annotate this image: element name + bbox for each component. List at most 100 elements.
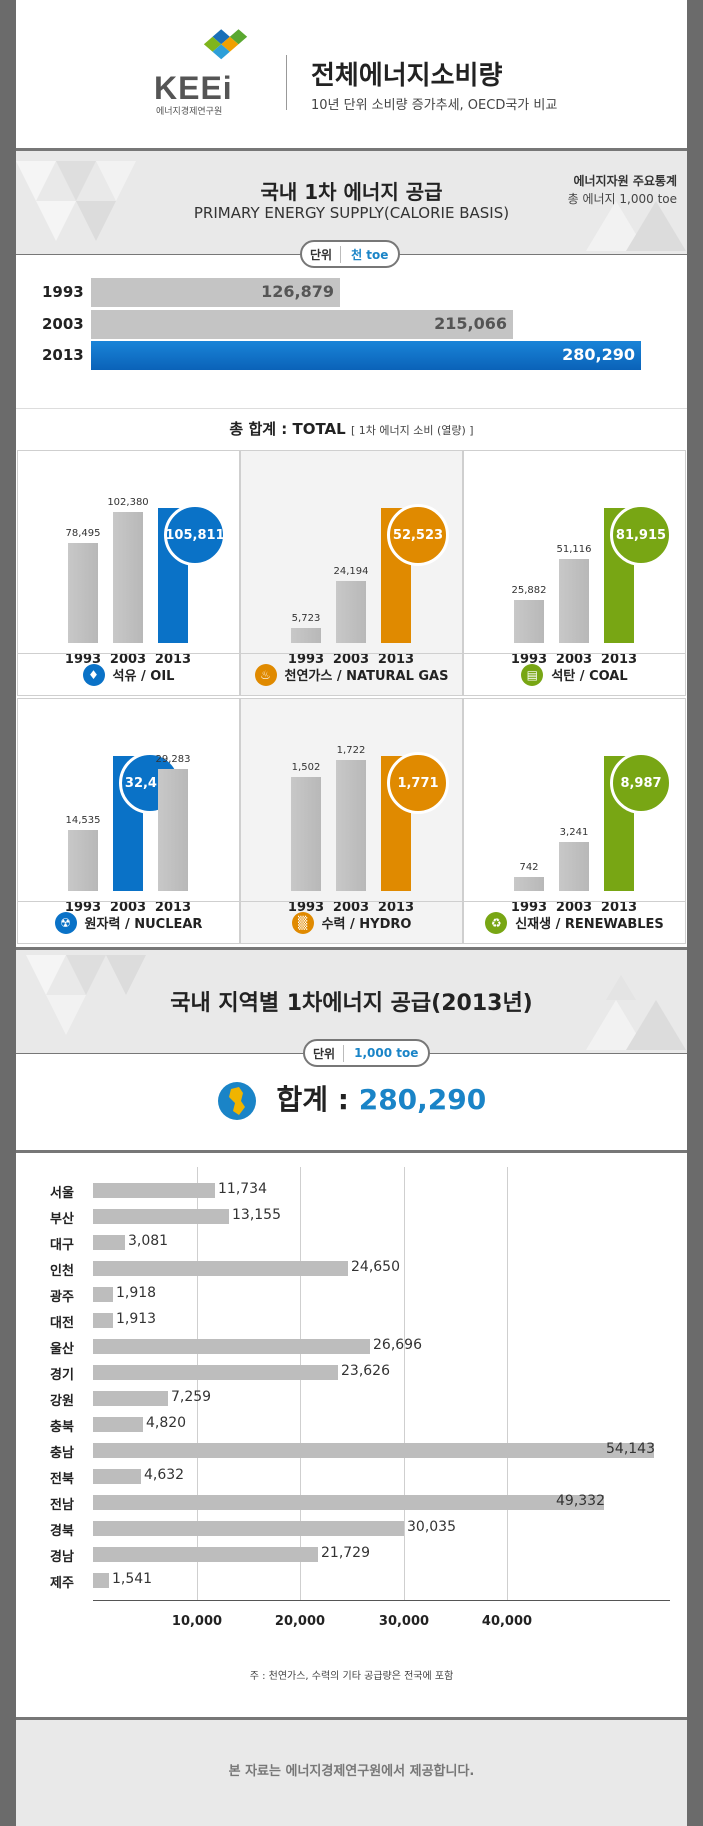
divider — [16, 1150, 687, 1153]
unit-pill: 단위 1,000 toe — [303, 1039, 431, 1067]
total-bar-year: 1993 — [42, 283, 84, 301]
region-label: 강원 — [50, 1394, 74, 1409]
region-label: 광주 — [50, 1290, 74, 1305]
region-label: 전북 — [50, 1472, 74, 1487]
divider — [16, 1717, 687, 1720]
triangle-pattern-icon — [586, 201, 686, 251]
energy-bar-value: 25,882 — [511, 585, 547, 596]
region-label: 부산 — [50, 1212, 74, 1227]
region-label: 인천 — [50, 1264, 74, 1279]
triangle-pattern-icon — [586, 975, 686, 1050]
total-bar-value: 280,290 — [562, 345, 635, 364]
grid-line — [404, 1167, 405, 1600]
energy-panel: 5,723 1993 24,194 2003 52,523 2013 ♨ 천연가스 / NAT… — [240, 450, 463, 696]
energy-bar-year: 1993 — [510, 900, 548, 915]
energy-bubble: 52,523 — [387, 504, 449, 566]
region-bar-value: 24,650 — [351, 1259, 400, 1275]
region-bar-value: 4,820 — [146, 1415, 187, 1431]
keei-logo-icon — [203, 29, 248, 60]
grid-line — [197, 1167, 198, 1600]
energy-bar-value: 29,283 — [155, 754, 191, 765]
region-bar — [93, 1313, 113, 1328]
energy-bar-year: 2003 — [109, 652, 147, 667]
region-bar-value: 3,081 — [128, 1233, 169, 1249]
total-bar-value: 126,879 — [261, 282, 334, 301]
region-label: 충남 — [50, 1446, 74, 1461]
region-bar — [93, 1443, 654, 1458]
region-bar-value: 23,626 — [341, 1363, 390, 1379]
energy-bar-year: 1993 — [287, 900, 325, 915]
region-label: 서울 — [50, 1186, 74, 1201]
total-label-text: 총 합계 : TOTAL — [229, 420, 346, 438]
region-bar-value: 1,541 — [112, 1571, 153, 1587]
energy-panel-label: ♦ 석유 / OIL — [18, 653, 239, 695]
energy-bar — [158, 769, 188, 891]
total-label: 총 합계 : TOTAL [ 1차 에너지 소비 (열량) ] — [16, 418, 687, 439]
logo-text: KEEi — [154, 70, 233, 106]
energy-bar — [559, 842, 589, 891]
recycle-icon: ♻ — [485, 911, 508, 934]
region-label: 경북 — [50, 1524, 74, 1539]
section2-band — [16, 950, 687, 1053]
energy-panel-label: ♻ 신재생 / RENEWABLES — [464, 901, 685, 943]
x-tick-label: 20,000 — [274, 1614, 326, 1629]
energy-panel: 742 1993 3,241 2003 8,987 2013 ♻ 신재생 / RENEWABL… — [463, 698, 686, 944]
chart-note: 주 : 천연가스, 수력의 기타 공급량은 전국에 포함 — [249, 1671, 454, 1682]
divider — [16, 947, 687, 950]
energy-panel-label: ♨ 천연가스 / NATURAL GAS — [241, 653, 462, 695]
section1-band — [16, 151, 687, 254]
divider — [16, 408, 687, 409]
region-label: 대구 — [50, 1238, 74, 1253]
section2-title: 국내 지역별 1차에너지 공급(2013년) — [170, 991, 533, 1016]
region-label: 제주 — [50, 1576, 74, 1591]
energy-bar-value: 14,535 — [65, 815, 101, 826]
region-bar-value: 30,035 — [407, 1519, 456, 1535]
side-title: 에너지자원 주요통계 — [573, 174, 677, 188]
energy-bar — [559, 559, 589, 643]
x-tick-label: 10,000 — [171, 1614, 223, 1629]
region-bar — [93, 1287, 113, 1302]
region-bar — [93, 1209, 229, 1224]
radiation-icon: ☢ — [54, 911, 77, 934]
energy-panel: 14,535 1993 32,415 2003 29,283 2013 ☢ 원자력 / NUC… — [17, 698, 240, 944]
x-tick-label: 30,000 — [378, 1614, 430, 1629]
side-subtitle: 총 에너지 1,000 toe — [567, 192, 677, 206]
header: KEEi 에너지경제연구원 전체에너지소비량 10년 단위 소비량 증가추세, … — [16, 0, 687, 148]
sum-value: 280,290 — [358, 1083, 487, 1116]
region-label: 울산 — [50, 1342, 74, 1357]
region-bar — [93, 1183, 215, 1198]
region-bar-value: 21,729 — [321, 1545, 370, 1561]
triangle-pattern-icon — [26, 955, 146, 1035]
region-bar — [93, 1417, 143, 1432]
energy-panel-label-text: 수력 / HYDRO — [321, 917, 412, 932]
region-bar — [93, 1365, 338, 1380]
region-label: 대전 — [50, 1316, 74, 1331]
grid-line — [300, 1167, 301, 1600]
divider — [16, 148, 687, 151]
triangle-pattern-icon — [16, 161, 136, 241]
unit-pill: 단위 천 toe — [300, 240, 401, 268]
energy-bar-year: 2013 — [154, 900, 192, 915]
logo-subtitle: 에너지경제연구원 — [156, 107, 223, 117]
total-bar-year: 2003 — [42, 315, 84, 333]
energy-bar-value: 51,116 — [556, 544, 592, 555]
energy-bubble: 8,987 — [610, 752, 672, 814]
section1-title: 국내 1차 에너지 공급 — [260, 180, 443, 204]
x-axis — [93, 1600, 670, 1601]
energy-panel-label: ▤ 석탄 / COAL — [464, 653, 685, 695]
region-bar — [93, 1495, 604, 1510]
energy-bar-value: 102,380 — [107, 497, 149, 508]
header-divider — [286, 55, 287, 110]
energy-panel-label-text: 석유 / OIL — [112, 669, 175, 684]
energy-bar-year: 2003 — [332, 900, 370, 915]
energy-bar — [336, 581, 366, 643]
region-bar-value: 1,918 — [116, 1285, 157, 1301]
energy-panel: 78,495 1993 102,380 2003 105,811 2013 ♦ 석유 / OI… — [17, 450, 240, 696]
section1-subtitle: PRIMARY ENERGY SUPPLY(CALORIE BASIS) — [193, 204, 510, 222]
region-bar — [93, 1391, 168, 1406]
total-bar: 126,879 — [91, 278, 340, 307]
footer-text: 본 자료는 에너지경제연구원에서 제공합니다. — [228, 1764, 475, 1779]
region-bar — [93, 1235, 125, 1250]
region-bar-value: 49,332 — [556, 1493, 605, 1509]
energy-bar-year: 1993 — [510, 652, 548, 667]
